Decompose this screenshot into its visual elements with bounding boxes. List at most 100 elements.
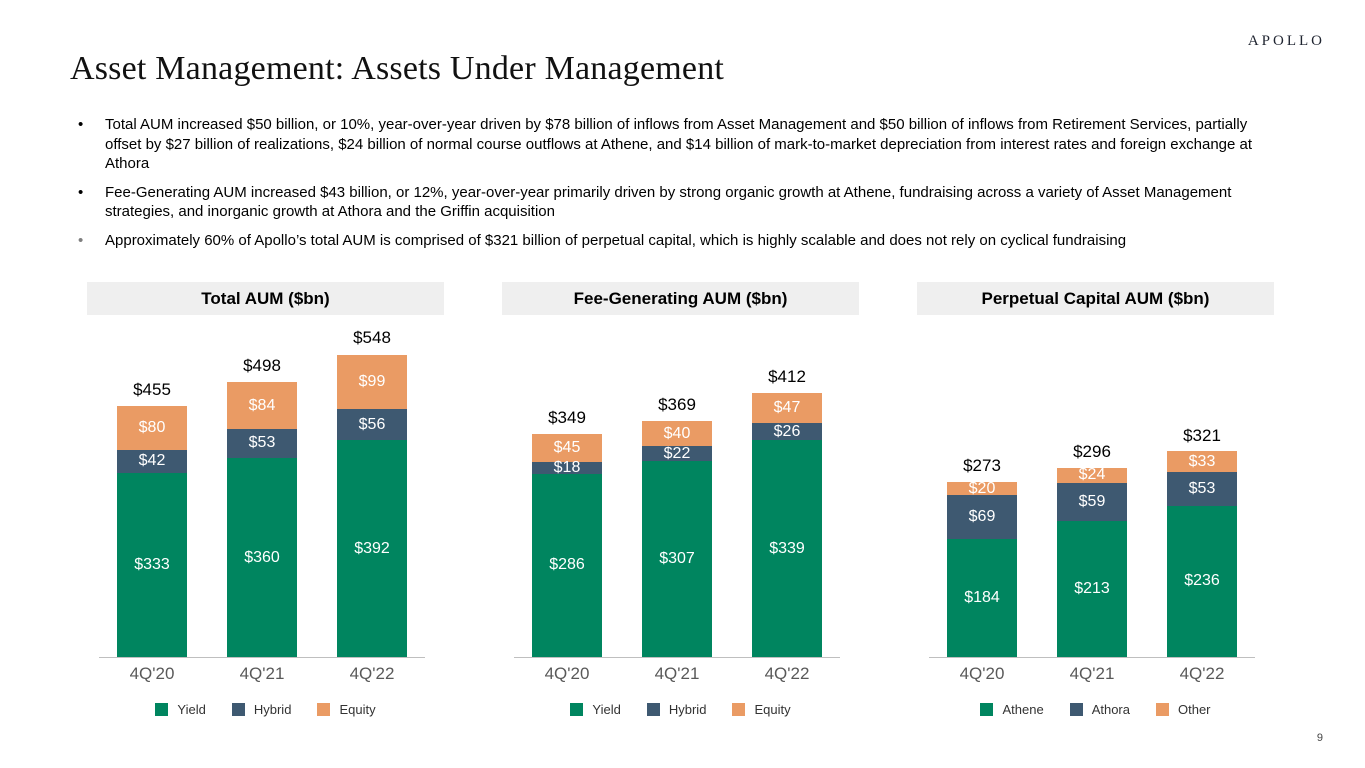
bar-segment-athene-4Q'20: $184 — [947, 539, 1017, 657]
x-axis-labels: 4Q'20 4Q'21 4Q'22 — [502, 658, 859, 690]
bar-total-label-4Q'20: $273 — [963, 456, 1001, 476]
stacked-bar-4Q'21: $360 $53 $84 — [227, 382, 297, 657]
page-number: 9 — [1316, 732, 1323, 744]
bullet-item-1: • Total AUM increased $50 billion, or 10%… — [78, 115, 1283, 174]
stacked-bar-4Q'22: $236 $53 $33 — [1167, 450, 1237, 657]
x-axis-label-4Q'21: 4Q'21 — [239, 664, 285, 683]
stacked-bar-4Q'20: $184 $69 $20 — [947, 479, 1017, 657]
x-axis-labels: 4Q'20 4Q'21 4Q'22 — [87, 658, 444, 690]
segment-value-label: $53 — [248, 434, 276, 452]
segment-value-label: $99 — [358, 373, 386, 391]
legend-label: Equity — [754, 702, 791, 717]
legend-item-hybrid: Hybrid — [646, 702, 706, 717]
bar-total-label-4Q'20: $455 — [133, 379, 171, 399]
bar-segment-yield-4Q'22: $339 — [752, 440, 822, 657]
legend-label: Equity — [339, 702, 376, 717]
segment-value-label: $47 — [773, 399, 801, 417]
legend-swatch-icon — [1069, 703, 1083, 716]
chart-title-perpetual-capital-aum: Perpetual Capital AUM ($bn) — [917, 282, 1274, 315]
bullet-text: Total AUM increased $50 billion, or 10%,… — [105, 116, 1253, 172]
bar-segment-hybrid-4Q'22: $26 — [752, 422, 822, 441]
legend-item-athene: Athene — [980, 702, 1044, 717]
legend-swatch-icon — [155, 703, 169, 716]
bullet-text: Fee-Generating AUM increased $43 billion… — [105, 183, 1232, 221]
bullet-item-2: • Fee-Generating AUM increased $43 billio… — [78, 183, 1283, 222]
segment-value-label: $22 — [663, 444, 691, 462]
segment-value-label: $360 — [244, 548, 280, 566]
bar-total-label-4Q'21: $369 — [658, 394, 696, 414]
segment-value-label: $339 — [769, 539, 805, 557]
bar-segment-equity-4Q'22: $99 — [337, 354, 407, 410]
bar-total-label-4Q'20: $349 — [548, 407, 586, 427]
segment-value-label: $20 — [968, 479, 996, 497]
x-axis-label-4Q'21: 4Q'21 — [1069, 664, 1115, 683]
stacked-bar-4Q'21: $307 $22 $40 — [642, 420, 712, 657]
bar-total-label-4Q'21: $296 — [1073, 441, 1111, 461]
chart-fee-generating-aum: Fee-Generating AUM ($bn) $286 $18 $45 $349 $… — [502, 282, 859, 717]
x-axis-label-4Q'20: 4Q'20 — [959, 664, 1005, 683]
bullet-item-3: • Approximately 60% of Apollo’s total AUM… — [78, 231, 1283, 251]
segment-value-label: $26 — [773, 422, 801, 440]
legend-item-yield: Yield — [570, 702, 621, 717]
bar-segment-athora-4Q'20: $69 — [947, 495, 1017, 540]
chart-plot-area: $286 $18 $45 $349 $307 $22 $40 $369 $339 $26 $47 $4… — [502, 315, 859, 658]
legend-label: Other — [1178, 702, 1211, 717]
bar-segment-equity-4Q'21: $40 — [642, 420, 712, 447]
bar-segment-other-4Q'20: $20 — [947, 479, 1017, 497]
segment-value-label: $392 — [354, 539, 390, 557]
stacked-bar-4Q'22: $392 $56 $99 — [337, 354, 407, 657]
chart-perpetual-capital-aum: Perpetual Capital AUM ($bn) $184 $69 $20 $2… — [917, 282, 1274, 717]
x-axis-label-4Q'22: 4Q'22 — [1179, 664, 1225, 683]
x-axis-line — [929, 657, 1255, 658]
legend-label: Hybrid — [253, 702, 292, 717]
x-axis-label-4Q'22: 4Q'22 — [764, 664, 810, 683]
bullet-list: • Total AUM increased $50 billion, or 10%… — [78, 115, 1283, 259]
stacked-bar-4Q'22: $339 $26 $47 — [752, 393, 822, 657]
page-title: Asset Management: Assets Under Managemen… — [70, 50, 725, 87]
bar-segment-hybrid-4Q'21: $53 — [227, 428, 297, 459]
bar-segment-hybrid-4Q'20: $18 — [532, 459, 602, 477]
bar-segment-hybrid-4Q'22: $56 — [337, 409, 407, 441]
bar-segment-equity-4Q'20: $45 — [532, 433, 602, 463]
bar-segment-equity-4Q'20: $80 — [117, 405, 187, 450]
x-axis-label-4Q'20: 4Q'20 — [544, 664, 590, 683]
stacked-bar-4Q'20: $333 $42 $80 — [117, 405, 187, 657]
segment-value-label: $45 — [553, 439, 581, 457]
segment-value-label: $59 — [1078, 492, 1106, 510]
bar-segment-equity-4Q'22: $47 — [752, 393, 822, 424]
legend-label: Yield — [592, 702, 621, 717]
legend-swatch-icon — [231, 703, 245, 716]
segment-value-label: $307 — [659, 549, 695, 567]
segment-value-label: $40 — [663, 424, 691, 442]
segment-value-label: $236 — [1184, 572, 1220, 590]
bar-segment-other-4Q'22: $33 — [1167, 450, 1237, 473]
legend-label: Athene — [1002, 702, 1044, 717]
legend-swatch-icon — [317, 703, 331, 716]
chart-legend: Yield Hybrid Equity — [502, 702, 859, 717]
bar-segment-yield-4Q'22: $392 — [337, 440, 407, 657]
segment-value-label: $24 — [1078, 466, 1106, 484]
bar-segment-athene-4Q'21: $213 — [1057, 520, 1127, 657]
bullet-marker: • — [78, 183, 84, 201]
legend-item-hybrid: Hybrid — [231, 702, 292, 717]
bar-total-label-4Q'22: $321 — [1183, 425, 1221, 445]
chart-title-total-aum: Total AUM ($bn) — [87, 282, 444, 315]
segment-value-label: $213 — [1074, 579, 1110, 597]
legend-label: Athora — [1091, 702, 1130, 717]
segment-value-label: $18 — [553, 459, 581, 477]
bar-segment-athora-4Q'21: $59 — [1057, 482, 1127, 521]
segment-value-label: $33 — [1188, 452, 1216, 470]
legend-item-equity: Equity — [317, 702, 376, 717]
legend-swatch-icon — [1156, 703, 1169, 716]
legend-item-athora: Athora — [1069, 702, 1130, 717]
bar-segment-athora-4Q'22: $53 — [1167, 472, 1237, 506]
bar-segment-yield-4Q'20: $286 — [532, 473, 602, 657]
bar-segment-other-4Q'21: $24 — [1057, 466, 1127, 484]
legend-swatch-icon — [646, 703, 660, 716]
x-axis-line — [514, 657, 840, 658]
chart-title-fee-generating-aum: Fee-Generating AUM ($bn) — [502, 282, 859, 315]
stacked-bar-4Q'21: $213 $59 $24 — [1057, 466, 1127, 657]
bar-segment-hybrid-4Q'20: $42 — [117, 449, 187, 473]
x-axis-label-4Q'22: 4Q'22 — [349, 664, 395, 683]
bar-segment-yield-4Q'20: $333 — [117, 472, 187, 657]
